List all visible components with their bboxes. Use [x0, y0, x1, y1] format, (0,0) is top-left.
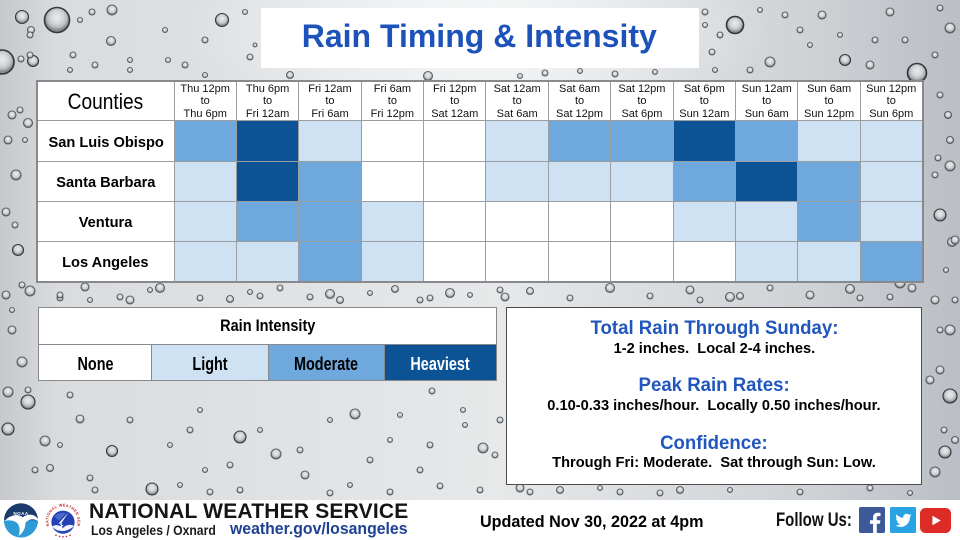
svg-text:NOAA: NOAA: [13, 511, 28, 516]
